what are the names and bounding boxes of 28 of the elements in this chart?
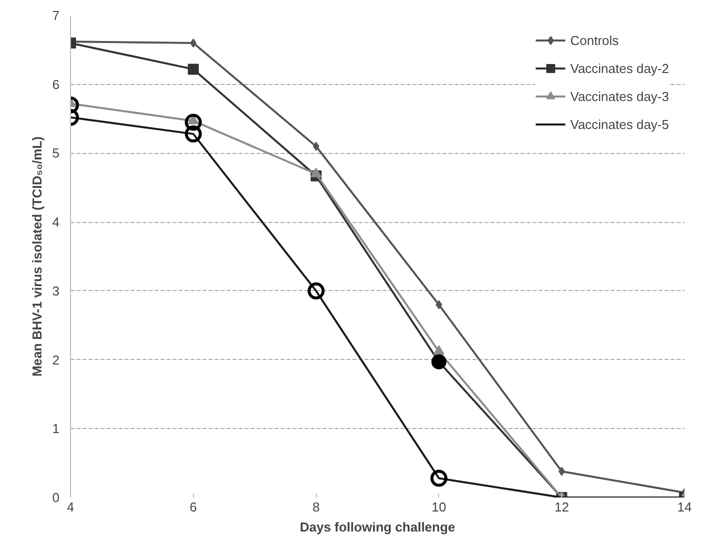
point	[433, 345, 444, 355]
legend-label: Controls	[570, 32, 619, 48]
point	[312, 142, 320, 151]
legend-label: Vaccinates day-5	[570, 116, 669, 132]
x-tick-label: 8	[312, 500, 320, 514]
point	[184, 114, 202, 131]
y-tick-label: 5	[52, 146, 60, 161]
legend-label: Vaccinates day-3	[570, 88, 669, 104]
point	[188, 64, 199, 75]
y-tick-label: 6	[52, 76, 60, 92]
legend-label: Vaccinates day-2	[570, 60, 669, 76]
y-tick-label: 1	[52, 421, 60, 436]
y-tick-label: 0	[52, 490, 60, 505]
y-tick-label: 4	[52, 214, 60, 230]
point	[184, 125, 202, 142]
point	[308, 282, 325, 300]
y-tick-label: 3	[52, 283, 60, 298]
x-tick-label: 12	[554, 500, 569, 514]
x-tick-label: 4	[66, 500, 74, 514]
point	[436, 300, 442, 310]
x-tick-label: 6	[190, 500, 197, 514]
y-tick-label: 7	[52, 8, 60, 23]
point	[310, 168, 322, 178]
x-axis-title: Days following challenge	[300, 520, 456, 534]
x-tick-label: 14	[677, 500, 692, 514]
y-axis-title: Mean BHV-1 virus isolated (TCID₅₀/mL)	[29, 136, 44, 377]
x-tick-label: 10	[432, 500, 446, 514]
y-tick-label: 2	[52, 352, 60, 368]
